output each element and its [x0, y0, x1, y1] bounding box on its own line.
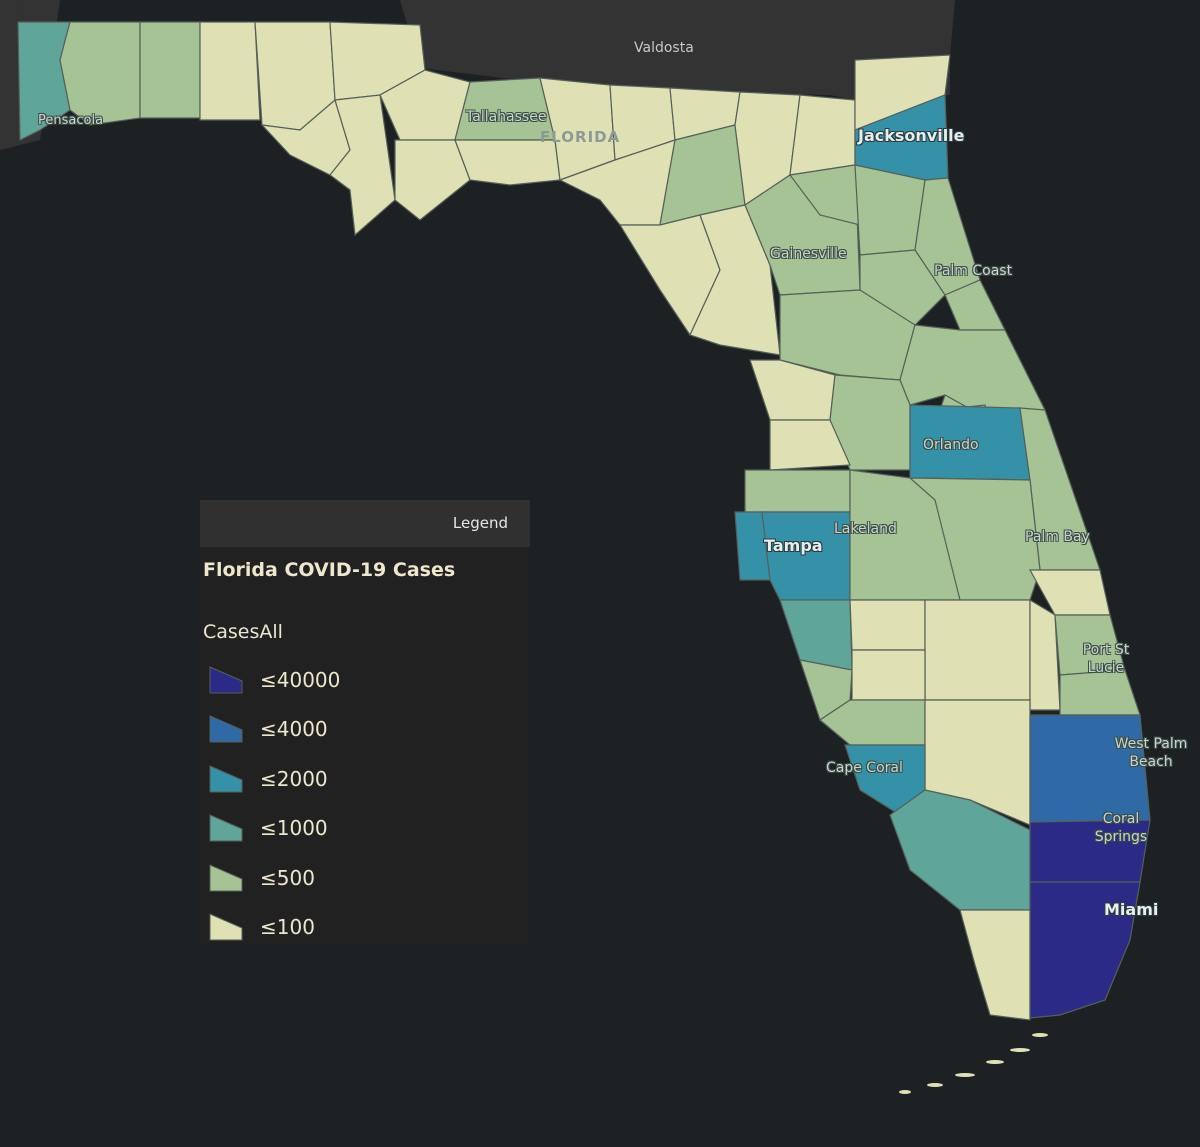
georgia-alabama-landmass-east: [400, 0, 955, 100]
legend-panel: Legend Florida COVID-19 Cases CasesAll ≤…: [200, 500, 530, 945]
place-label-port-st-lucie-line1: Port St: [1082, 642, 1130, 658]
county-baker[interactable]: [789, 94, 856, 176]
legend-class-label: ≤1000: [260, 816, 328, 840]
place-label-coral-springs-line2: Springs: [1094, 829, 1148, 845]
county-hernando[interactable]: [769, 419, 851, 471]
state-label-florida: FLORIDA: [540, 128, 621, 146]
place-label-jacksonville: Jacksonville: [858, 126, 965, 145]
place-label-tampa: Tampa: [764, 536, 823, 555]
county-desoto[interactable]: [851, 649, 926, 701]
legend-class-label: ≤500: [260, 866, 315, 890]
county-santa-rosa[interactable]: [59, 21, 141, 126]
legend-swatch-shape: [209, 666, 243, 694]
legend-layer-title: Florida COVID-19 Cases: [203, 559, 456, 581]
county-highlands[interactable]: [924, 599, 1031, 701]
county-pasco[interactable]: [744, 469, 851, 513]
place-label-lakeland: Lakeland: [834, 521, 897, 537]
legend-header[interactable]: Legend: [200, 500, 530, 547]
county-monroe-mainland[interactable]: [959, 909, 1031, 1021]
place-label-tallahassee: Tallahassee: [466, 109, 547, 125]
legend-swatch-shape: [209, 715, 243, 743]
county-clay[interactable]: [854, 164, 926, 256]
place-label-west-palm-beach-line1: West Palm: [1114, 736, 1188, 752]
legend-swatch: [209, 666, 243, 694]
alabama-landmass: [0, 0, 20, 150]
legend-swatch: [209, 765, 243, 793]
legend-class-label: ≤40000: [260, 668, 341, 692]
place-label-gainesville: Gainesville: [770, 246, 847, 262]
legend-class-label: ≤2000: [260, 767, 328, 791]
legend-class-label: ≤4000: [260, 717, 328, 741]
place-label-cape-coral: Cape Coral: [826, 760, 903, 776]
legend-swatch-shape: [209, 913, 243, 941]
county-manatee[interactable]: [779, 599, 853, 671]
county-liberty-franklin[interactable]: [394, 139, 471, 221]
legend-swatch: [209, 913, 243, 941]
legend-field-name: CasesAll: [203, 621, 283, 643]
legend-swatch: [209, 814, 243, 842]
florida-keys: [899, 1033, 1048, 1094]
place-label-west-palm-beach: West Palm Beach: [1106, 735, 1196, 771]
county-wakulla[interactable]: [454, 139, 561, 186]
legend-swatch-shape: [209, 814, 243, 842]
county-hardee[interactable]: [849, 599, 926, 651]
place-label-palm-coast: Palm Coast: [934, 263, 1013, 279]
place-label-port-st-lucie: Port St Lucie: [1076, 641, 1136, 677]
place-label-coral-springs-line1: Coral: [1102, 811, 1140, 827]
legend-swatch: [209, 715, 243, 743]
place-label-valdosta: Valdosta: [634, 40, 694, 56]
legend-class-label: ≤100: [260, 915, 315, 939]
place-label-coral-springs: Coral Springs: [1088, 810, 1154, 846]
place-label-palm-bay: Palm Bay: [1025, 529, 1090, 545]
place-label-miami: Miami: [1104, 900, 1159, 919]
place-label-port-st-lucie-line2: Lucie: [1087, 660, 1125, 676]
place-label-west-palm-beach-line2: Beach: [1129, 754, 1173, 770]
legend-swatch: [209, 864, 243, 892]
county-walton[interactable]: [199, 21, 261, 121]
place-label-orlando: Orlando: [923, 437, 979, 453]
county-okaloosa[interactable]: [139, 21, 201, 119]
place-label-pensacola: Pensacola: [38, 113, 104, 128]
county-miami-dade[interactable]: [1029, 881, 1141, 1019]
county-calhoun-gulf[interactable]: [329, 94, 396, 237]
legend-swatch-shape: [209, 864, 243, 892]
legend-swatch-shape: [209, 765, 243, 793]
